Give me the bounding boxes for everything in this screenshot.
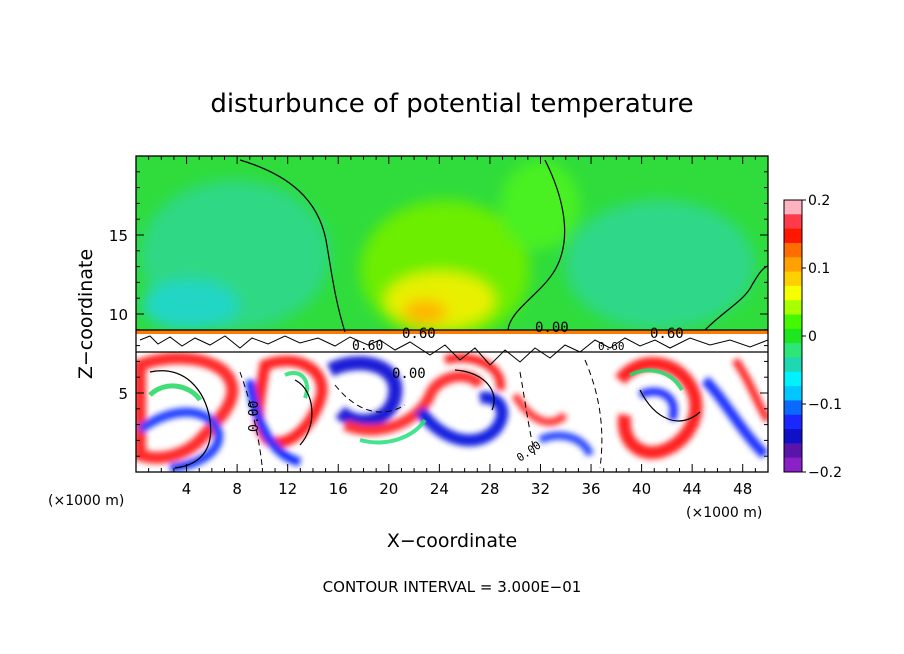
colorbar-swatch	[784, 257, 802, 273]
colorbar-swatch	[784, 300, 802, 316]
eddy-f-red	[731, 357, 768, 423]
inversion-band-orange	[136, 330, 768, 334]
x-tick-label: 24	[430, 480, 449, 498]
contour-label-6: 0.60	[352, 339, 383, 354]
colorbar-swatch	[784, 443, 802, 459]
colorbar-swatch	[784, 214, 802, 230]
x-tick-label: 16	[329, 480, 348, 498]
colorbar-swatch	[784, 371, 802, 387]
contour-label-5: 0.00	[247, 401, 262, 432]
colorbar-swatch	[784, 200, 802, 215]
colorbar-swatch	[784, 457, 802, 473]
eddy-d-red	[511, 392, 568, 427]
eddy-b-blue	[326, 356, 403, 428]
upper-cyan-left	[142, 280, 238, 330]
x-tick-label: 32	[531, 480, 550, 498]
colorbar-tick-label: 0.1	[808, 261, 830, 277]
eddy-e-blue	[638, 387, 678, 422]
colorbar-swatch	[784, 414, 802, 430]
x-tick-label: 44	[683, 480, 702, 498]
heatmap-field: 0.60 0.00 0.00 0.60 0.00 0.60 0.60 0.00	[136, 156, 768, 472]
contour-interval: CONTOUR INTERVAL = 3.000E−01	[323, 578, 582, 596]
x-tick-label: 4	[182, 480, 192, 498]
eddy-b-red	[342, 370, 485, 436]
colorbar	[783, 199, 803, 473]
upper-lime-mid	[500, 160, 580, 250]
colorbar-tick-label: −0.1	[808, 397, 842, 413]
y-axis-label: Z−coordinate	[75, 249, 97, 379]
inversion-noise	[139, 335, 768, 366]
eddy-d-blue	[538, 431, 594, 457]
contour-dashed-b	[334, 384, 406, 413]
colorbar-tick-label: −0.2	[808, 465, 842, 481]
colorbar-swatch	[784, 228, 802, 244]
eddy-f-blue	[701, 376, 768, 459]
upper-orange-center	[403, 300, 447, 324]
colorbar-swatch	[784, 343, 802, 358]
colorbar-swatch	[784, 400, 802, 416]
contour-upper-mid	[507, 159, 566, 331]
eddy-c-blue	[415, 391, 509, 447]
x-axis-label: X−coordinate	[387, 530, 517, 552]
colorbar-swatch	[784, 357, 802, 373]
contour-lower-d	[639, 389, 701, 422]
green-band-b	[284, 371, 309, 399]
contour-label-7: 0.60	[598, 340, 625, 353]
contour-upper-left	[239, 159, 346, 333]
eddy-e-red	[614, 357, 703, 459]
contour-lower-b	[294, 379, 313, 446]
y-tick-label: 10	[109, 306, 128, 324]
colorbar-swatch	[784, 386, 802, 401]
contour-label-3: 0.00	[392, 366, 426, 382]
y-axis: 5 10 15	[109, 171, 768, 457]
eddy-a-blue	[245, 379, 302, 467]
x-unit-left: (×1000 m)	[48, 493, 124, 509]
colorbar-swatch	[784, 285, 802, 301]
colorbar-swatch	[784, 429, 802, 444]
y-tick-label: 15	[109, 227, 128, 245]
x-unit-right: (×1000 m)	[686, 505, 762, 521]
contour-lower-a	[149, 370, 212, 469]
x-axis: 4 8 12 16 20 24 28 32 36 40 44 48	[148, 156, 756, 498]
colorbar-tick-label: 0.2	[808, 193, 830, 209]
eddy-left-red	[136, 352, 239, 464]
contour-dashed-c	[519, 371, 536, 456]
eddy-left-blue	[137, 407, 224, 472]
green-band-c	[359, 418, 427, 445]
colorbar-ticks: 0.2 0.1 0 −0.1 −0.2	[802, 193, 842, 481]
x-tick-label: 12	[278, 480, 297, 498]
y-tick-label: 5	[118, 385, 128, 403]
contour-dashed-a	[239, 371, 263, 466]
green-band-a	[148, 383, 203, 402]
colorbar-tick-label: 0	[808, 329, 817, 345]
colorbar-swatch	[784, 314, 802, 330]
x-tick-label: 48	[733, 480, 752, 498]
contour-label-4: 0.60	[650, 326, 684, 342]
upper-cool-right	[565, 200, 755, 330]
green-band-d	[629, 368, 684, 392]
eddy-c-red	[443, 353, 505, 391]
colorbar-swatch	[784, 271, 802, 287]
x-tick-label: 28	[480, 480, 499, 498]
x-tick-label: 40	[632, 480, 651, 498]
contour-label-2: 0.00	[535, 320, 569, 336]
contour-lower-c	[454, 369, 495, 411]
x-tick-label: 36	[581, 480, 600, 498]
contour-dashed-d	[584, 359, 603, 469]
chart-title: disturbunce of potential temperature	[210, 89, 693, 119]
contour-upper-right	[704, 265, 768, 331]
colorbar-swatch	[784, 328, 802, 344]
x-tick-label: 20	[379, 480, 398, 498]
colorbar-swatch	[784, 242, 802, 258]
contour-label-1: 0.60	[402, 326, 436, 342]
x-tick-label: 8	[232, 480, 242, 498]
